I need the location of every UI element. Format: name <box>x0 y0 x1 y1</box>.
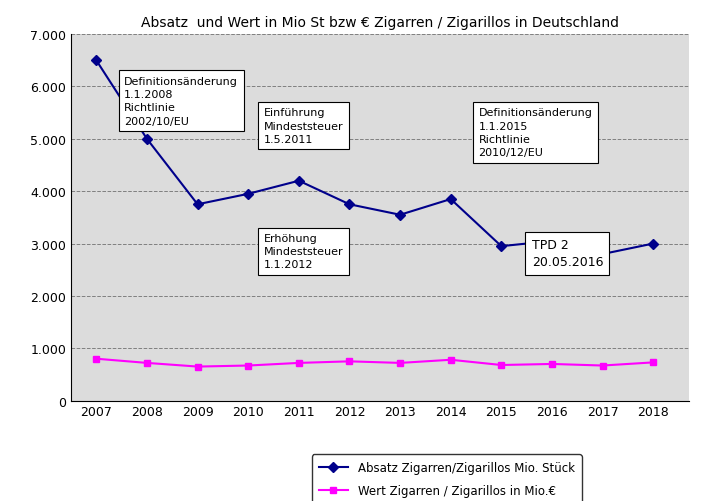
Wert Zigarren / Zigarillos in Mio.€ <box>547 361 556 367</box>
Wert Zigarren / Zigarillos in Mio.€ <box>447 357 455 363</box>
Wert Zigarren / Zigarillos in Mio.€ <box>92 356 101 362</box>
Title: Absatz  und Wert in Mio St bzw € Zigarren / Zigarillos in Deutschland: Absatz und Wert in Mio St bzw € Zigarren… <box>141 16 619 30</box>
Wert Zigarren / Zigarillos in Mio.€ <box>143 360 151 366</box>
Absatz Zigarren/Zigarillos Mio. Stück <box>244 191 253 197</box>
Text: Definitionsänderung
1.1.2008
Richtlinie
2002/10/EU: Definitionsänderung 1.1.2008 Richtlinie … <box>124 77 238 126</box>
Absatz Zigarren/Zigarillos Mio. Stück <box>497 243 506 249</box>
Wert Zigarren / Zigarillos in Mio.€ <box>599 363 607 369</box>
Absatz Zigarren/Zigarillos Mio. Stück <box>396 212 405 218</box>
Text: TPD 2
20.05.2016: TPD 2 20.05.2016 <box>532 239 604 269</box>
Absatz Zigarren/Zigarillos Mio. Stück <box>92 58 101 64</box>
Absatz Zigarren/Zigarillos Mio. Stück <box>295 178 303 184</box>
Legend: Absatz Zigarren/Zigarillos Mio. Stück, Wert Zigarren / Zigarillos in Mio.€: Absatz Zigarren/Zigarillos Mio. Stück, W… <box>312 454 581 501</box>
Wert Zigarren / Zigarillos in Mio.€ <box>244 363 253 369</box>
Absatz Zigarren/Zigarillos Mio. Stück <box>143 137 151 143</box>
Text: Definitionsänderung
1.1.2015
Richtlinie
2010/12/EU: Definitionsänderung 1.1.2015 Richtlinie … <box>479 108 592 158</box>
Text: Einführung
Mindeststeuer
1.5.2011: Einführung Mindeststeuer 1.5.2011 <box>263 108 343 145</box>
Absatz Zigarren/Zigarillos Mio. Stück <box>649 241 657 247</box>
Absatz Zigarren/Zigarillos Mio. Stück <box>345 202 354 208</box>
Absatz Zigarren/Zigarillos Mio. Stück <box>447 196 455 202</box>
Wert Zigarren / Zigarillos in Mio.€ <box>193 364 202 370</box>
Line: Wert Zigarren / Zigarillos in Mio.€: Wert Zigarren / Zigarillos in Mio.€ <box>93 356 657 370</box>
Absatz Zigarren/Zigarillos Mio. Stück <box>193 202 202 208</box>
Wert Zigarren / Zigarillos in Mio.€ <box>396 360 405 366</box>
Absatz Zigarren/Zigarillos Mio. Stück <box>547 238 556 244</box>
Line: Absatz Zigarren/Zigarillos Mio. Stück: Absatz Zigarren/Zigarillos Mio. Stück <box>93 58 657 258</box>
Wert Zigarren / Zigarillos in Mio.€ <box>345 359 354 365</box>
Absatz Zigarren/Zigarillos Mio. Stück <box>599 252 607 258</box>
Text: Erhöhung
Mindeststeuer
1.1.2012: Erhöhung Mindeststeuer 1.1.2012 <box>263 233 343 270</box>
Wert Zigarren / Zigarillos in Mio.€ <box>295 360 303 366</box>
Wert Zigarren / Zigarillos in Mio.€ <box>497 362 506 368</box>
Wert Zigarren / Zigarillos in Mio.€ <box>649 360 657 366</box>
